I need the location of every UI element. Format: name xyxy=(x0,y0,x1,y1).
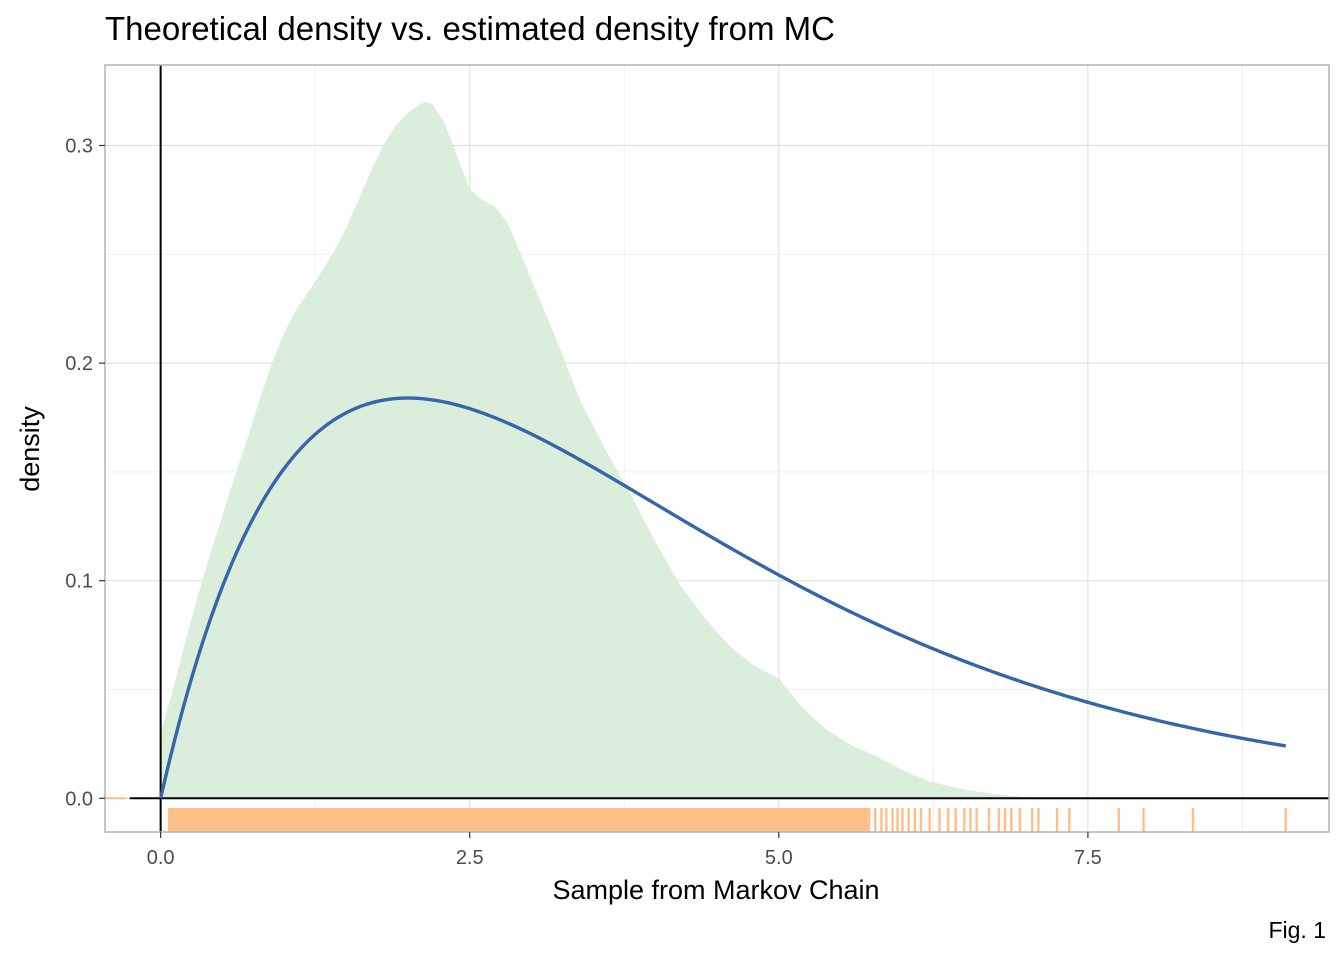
y-axis-title: density xyxy=(15,406,45,492)
y-tick-label: 0.1 xyxy=(65,571,93,593)
reference-lines xyxy=(105,65,1329,832)
chart-title: Theoretical density vs. estimated densit… xyxy=(105,10,835,47)
y-tick-label: 0.0 xyxy=(65,788,93,810)
x-tick-label: 7.5 xyxy=(1074,847,1102,869)
panel-border xyxy=(104,64,1330,833)
x-tick-label: 2.5 xyxy=(456,847,484,869)
x-axis-title: Sample from Markov Chain xyxy=(552,875,879,905)
sample-rug xyxy=(168,808,1287,832)
y-tick-label: 0.2 xyxy=(65,353,93,375)
theoretical-density-line xyxy=(158,396,1287,799)
rug-band xyxy=(169,808,868,832)
y-tick-label: 0.3 xyxy=(65,136,93,158)
axis-ticks: 0.0 2.5 5.0 7.5 0.0 0.1 0.2 0.3 xyxy=(65,136,1102,869)
x-tick-label: 5.0 xyxy=(765,847,793,869)
x-tick-label: 0.0 xyxy=(147,847,175,869)
estimated-density-area xyxy=(160,101,1039,799)
figure-caption: Fig. 1 xyxy=(1268,917,1326,943)
